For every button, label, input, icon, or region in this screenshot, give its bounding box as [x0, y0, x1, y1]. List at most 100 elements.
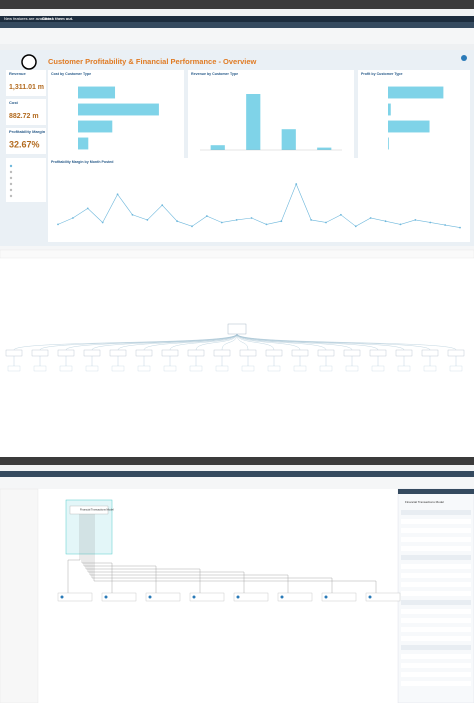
address-bar-2[interactable]: [0, 465, 474, 471]
tree-node: [317, 349, 335, 357]
chart-title: Profit by Customer Type: [361, 72, 402, 76]
dimension-node: [321, 592, 357, 602]
node-icon: [280, 595, 284, 599]
edge: [143, 333, 238, 351]
kpi-label: Revenue: [9, 71, 26, 76]
property-row: [401, 618, 471, 623]
kpi-value: 1,311.01 m: [9, 84, 44, 91]
point: [265, 223, 268, 226]
edge: [65, 333, 238, 351]
tree-node: [83, 349, 101, 357]
leaf-node: [345, 365, 359, 372]
kpi-card: [6, 99, 46, 125]
point: [429, 221, 432, 224]
property-row: [401, 645, 471, 650]
bar: [78, 137, 89, 150]
shell-bar-2: [0, 471, 474, 477]
chart-title: Cost by Customer Type: [51, 72, 91, 76]
leaf-node: [137, 365, 151, 372]
leaf-node: [33, 365, 47, 372]
point: [354, 225, 357, 228]
leaf-node: [423, 365, 437, 372]
banner-link[interactable]: Check them out.: [42, 16, 73, 21]
edge: [91, 514, 333, 593]
bar: [210, 145, 225, 150]
tree-node: [109, 349, 127, 357]
tree-node: [239, 349, 257, 357]
model-node[interactable]: [69, 505, 109, 515]
toolbar: [0, 28, 474, 44]
avatar: [461, 55, 467, 61]
kpi-card: [6, 70, 46, 96]
line: [57, 183, 461, 228]
property-row: [401, 672, 471, 677]
dimension-node: [101, 592, 137, 602]
node-icon: [148, 595, 152, 599]
legend-dot: [9, 182, 13, 186]
point: [220, 221, 223, 224]
node-icon: [60, 595, 64, 599]
legend-dot: [9, 188, 13, 192]
edge: [236, 333, 431, 351]
property-row: [401, 528, 471, 533]
chart-card: [188, 70, 354, 158]
kpi-value: 32.67%: [9, 139, 40, 149]
tree-node: [135, 349, 153, 357]
bar: [281, 129, 296, 150]
properties-header: [398, 489, 474, 494]
legend-dot: [9, 170, 13, 174]
point: [176, 220, 179, 223]
leaf-node: [319, 365, 333, 372]
point: [101, 221, 104, 224]
point: [250, 217, 253, 219]
point: [444, 224, 447, 226]
dimension-node: [189, 592, 225, 602]
property-row: [401, 600, 471, 605]
property-row: [401, 519, 471, 524]
model-node-label: Financial Transactions Model: [80, 508, 114, 512]
logo: [21, 54, 37, 70]
tree-node: [213, 349, 231, 357]
point: [205, 215, 208, 217]
leaf-node: [7, 365, 21, 372]
node-icon: [368, 595, 372, 599]
leaf-node: [293, 365, 307, 372]
browser-tabs: [0, 0, 474, 9]
chart-card: [358, 70, 470, 158]
point: [280, 220, 283, 223]
tree-node: [421, 349, 439, 357]
model-name: Financial Transactions Model: [405, 500, 444, 504]
edge: [236, 333, 457, 351]
legend-dot: [9, 176, 13, 180]
property-row: [401, 573, 471, 578]
property-row: [401, 537, 471, 542]
point: [57, 223, 59, 226]
property-row: [401, 609, 471, 614]
edge: [236, 333, 327, 351]
leaf-node: [215, 365, 229, 372]
edge: [39, 333, 238, 351]
edge: [236, 333, 275, 351]
dimension-node: [365, 592, 401, 602]
point: [399, 223, 402, 226]
bar: [78, 86, 116, 99]
dimension-node: [233, 592, 269, 602]
edge: [67, 514, 81, 593]
kpi-value: 882.72 m: [9, 113, 39, 120]
point: [325, 221, 327, 224]
tree-node: [343, 349, 361, 357]
address-bar[interactable]: [0, 9, 474, 16]
root-node: [227, 323, 247, 335]
left-panel: [0, 488, 39, 703]
point: [161, 204, 164, 207]
bar: [246, 94, 261, 150]
edge: [236, 333, 301, 351]
point: [459, 226, 461, 229]
point: [116, 193, 119, 196]
dashboard-title: Customer Profitability & Financial Perfo…: [48, 57, 257, 66]
kpi-label: Cost: [9, 100, 19, 105]
point: [384, 220, 387, 223]
tree-node: [447, 349, 465, 357]
dimension-node: [145, 592, 181, 602]
leaf-node: [241, 365, 255, 372]
